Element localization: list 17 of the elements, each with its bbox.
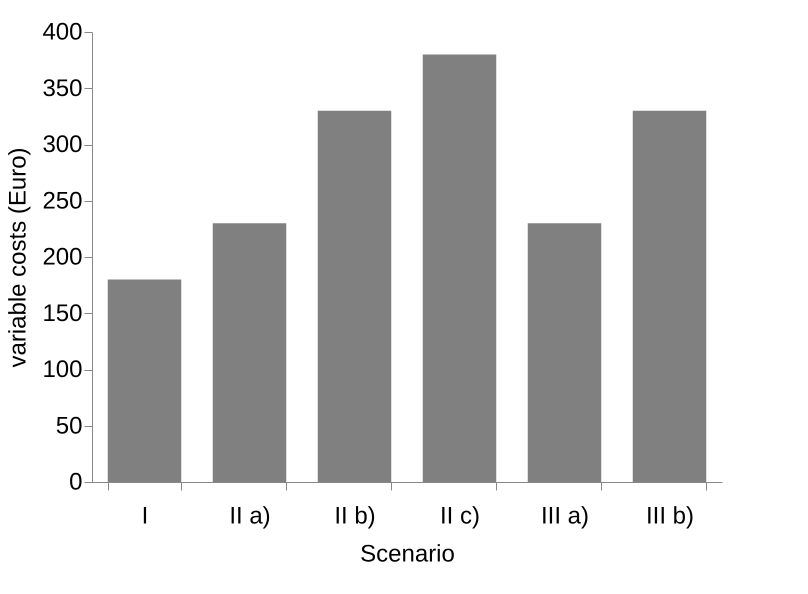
y-tick-label: 50 bbox=[56, 412, 82, 440]
y-tick-label: 250 bbox=[42, 187, 82, 214]
x-axis-title: Scenario bbox=[360, 540, 455, 568]
y-tick-label: 400 bbox=[42, 18, 82, 46]
x-tick-label: III b) bbox=[646, 502, 694, 530]
x-tick-label: III a) bbox=[540, 502, 590, 530]
y-tick-label: 0 bbox=[69, 468, 82, 496]
x-tick-label: II c) bbox=[440, 502, 480, 530]
y-tick-label: 350 bbox=[42, 74, 82, 102]
x-tick-label: II a) bbox=[229, 502, 271, 530]
y-tick-label: 100 bbox=[42, 356, 82, 383]
y-tick-label: 300 bbox=[42, 131, 82, 158]
x-tick-label: I bbox=[142, 502, 148, 530]
y-tick-label: 200 bbox=[42, 244, 82, 270]
x-tick-label: II b) bbox=[334, 502, 376, 530]
y-tick-label: 150 bbox=[42, 300, 82, 327]
y-axis-title: variable costs (Euro) bbox=[4, 147, 32, 368]
